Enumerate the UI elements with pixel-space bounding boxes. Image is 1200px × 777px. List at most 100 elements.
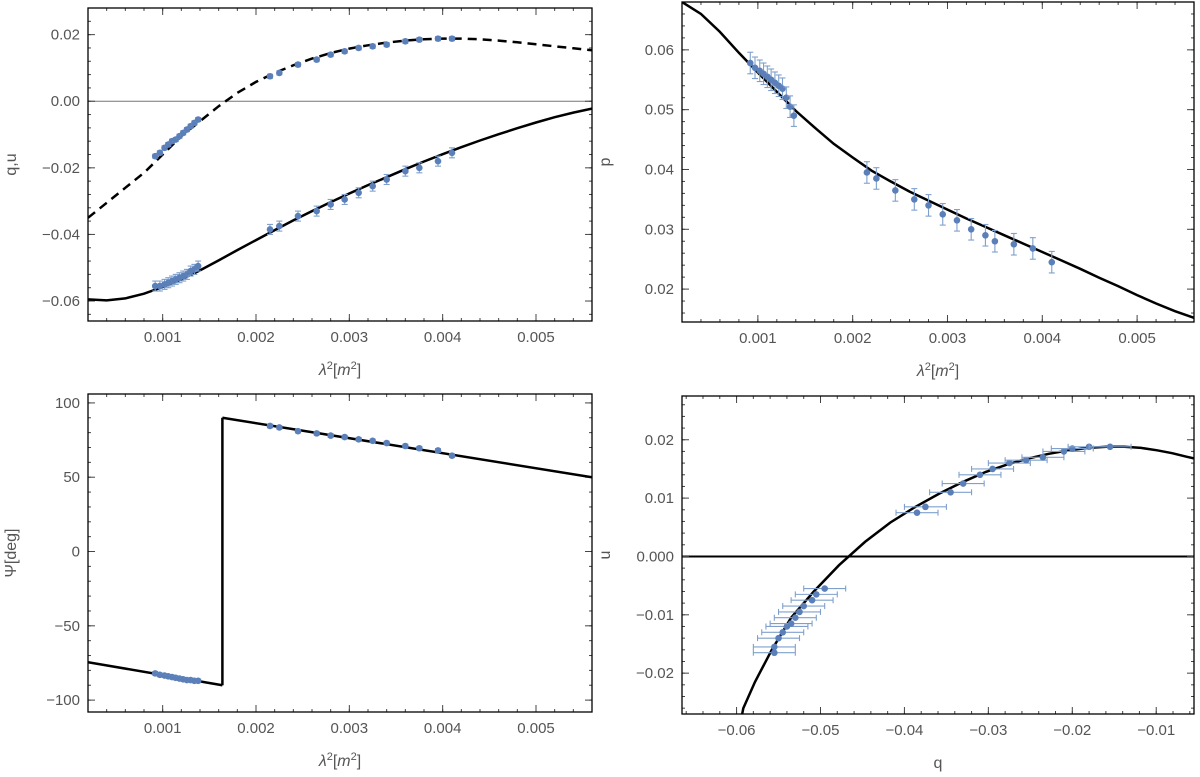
data-point [782, 602, 826, 610]
model-curve-q [88, 107, 592, 302]
model-curve-u [88, 37, 592, 219]
data-point [1048, 250, 1056, 274]
y-tick-label: −0.04 [42, 226, 80, 243]
x-tick-label: 0.004 [424, 329, 462, 346]
data-point [416, 162, 423, 174]
data-point [769, 620, 813, 627]
x-tick-label: 0.003 [331, 329, 369, 346]
data-point [294, 427, 302, 435]
data-point [266, 422, 274, 430]
data-point [1010, 232, 1018, 256]
data-point [803, 585, 847, 592]
data-point [794, 591, 838, 598]
y-tick-label: 100 [55, 395, 80, 412]
data-point [782, 86, 790, 110]
y-axis-label: q,u [3, 153, 20, 175]
data-point [434, 155, 442, 167]
data-point [910, 188, 918, 211]
data-point [777, 608, 822, 616]
data-point [266, 223, 274, 235]
x-tick-label: 0.005 [1118, 330, 1156, 347]
y-axis-label: p [597, 157, 614, 166]
x-tick-label: 0.002 [237, 329, 275, 346]
plot-frame [87, 393, 593, 713]
data-point [327, 51, 334, 58]
data-point [1004, 456, 1048, 464]
y-tick-label: −100 [46, 692, 80, 709]
data-point [355, 436, 362, 443]
x-tick-label: 0.001 [739, 330, 777, 347]
data-point [863, 161, 871, 184]
data-point [168, 137, 176, 145]
data-point [276, 220, 283, 232]
data-point [925, 194, 932, 217]
data-point [402, 442, 409, 450]
data-point [756, 634, 801, 642]
y-tick-label: 0.06 [645, 42, 674, 59]
data-point [1088, 443, 1132, 451]
data-point [416, 444, 423, 452]
data-point [773, 614, 817, 622]
data-point [327, 432, 334, 439]
y-tick-label: 0.000 [636, 548, 674, 565]
x-tick-label: −0.03 [969, 722, 1007, 739]
x-tick-label: −0.04 [885, 722, 923, 739]
x-tick-label: 0.003 [929, 330, 967, 347]
x-tick-label: 0.002 [237, 720, 275, 737]
data-point [266, 72, 274, 80]
data-point [761, 629, 805, 636]
data-point [448, 35, 456, 42]
data-point [903, 503, 947, 511]
data-point [194, 677, 202, 685]
data-point [941, 480, 985, 487]
data-point [982, 223, 989, 247]
data-point [991, 229, 999, 253]
y-tick-label: −0.06 [42, 293, 80, 310]
data-point [1021, 453, 1065, 461]
plot-frame [681, 1, 1195, 323]
y-tick-label: −0.02 [42, 160, 80, 177]
data-point [967, 217, 975, 241]
data-point [313, 430, 320, 437]
data-point [369, 42, 376, 50]
y-tick-label: −50 [55, 618, 80, 635]
data-point [341, 433, 348, 441]
data-point [434, 447, 442, 454]
data-point [953, 209, 961, 232]
x-tick-label: 0.001 [144, 329, 182, 346]
data-point [313, 56, 320, 63]
x-tick-label: 0.001 [144, 720, 182, 737]
x-axis-label: λ2[m2] [318, 751, 361, 770]
data-point [790, 596, 834, 604]
data-point [294, 210, 302, 222]
model-curve-u-vs-q [740, 445, 1194, 714]
data-point [1042, 448, 1086, 455]
x-tick-label: 0.003 [331, 720, 369, 737]
x-tick-label: −0.05 [802, 722, 840, 739]
data-point [752, 649, 796, 657]
data-point [971, 465, 1015, 473]
chart-p_vs_lambda2: 0.001 0.002 0.003 0.004 0.005 0.02 0.03 0.04 0.0… [597, 1, 1195, 380]
y-tick-label: −0.02 [636, 665, 674, 682]
chart-psi_vs_lambda2: 0.001 0.002 0.003 0.004 0.005 −100 −50 0 50 100 λ2… [3, 393, 593, 770]
y-tick-label: 0.03 [645, 221, 674, 238]
data-point [355, 187, 362, 199]
plot-frame [681, 395, 1195, 715]
data-point [151, 152, 159, 160]
data-point [765, 623, 809, 630]
y-tick-label: 0.05 [645, 102, 674, 119]
data-point [790, 104, 798, 127]
y-tick-label: 0.02 [645, 281, 674, 298]
data-point [434, 35, 442, 42]
data-point [892, 179, 899, 202]
chart-u_vs_q: −0.06 −0.05 −0.04 −0.03 −0.02 −0.01 −0.02 −0.01… [597, 395, 1195, 772]
data-point [194, 116, 202, 123]
data-point [751, 56, 759, 80]
data-point [448, 452, 456, 459]
y-tick-label: 0.02 [51, 27, 80, 44]
x-tick-label: 0.004 [424, 720, 462, 737]
y-tick-label: 50 [63, 469, 80, 486]
data-point [187, 265, 194, 277]
data-point [355, 44, 362, 52]
